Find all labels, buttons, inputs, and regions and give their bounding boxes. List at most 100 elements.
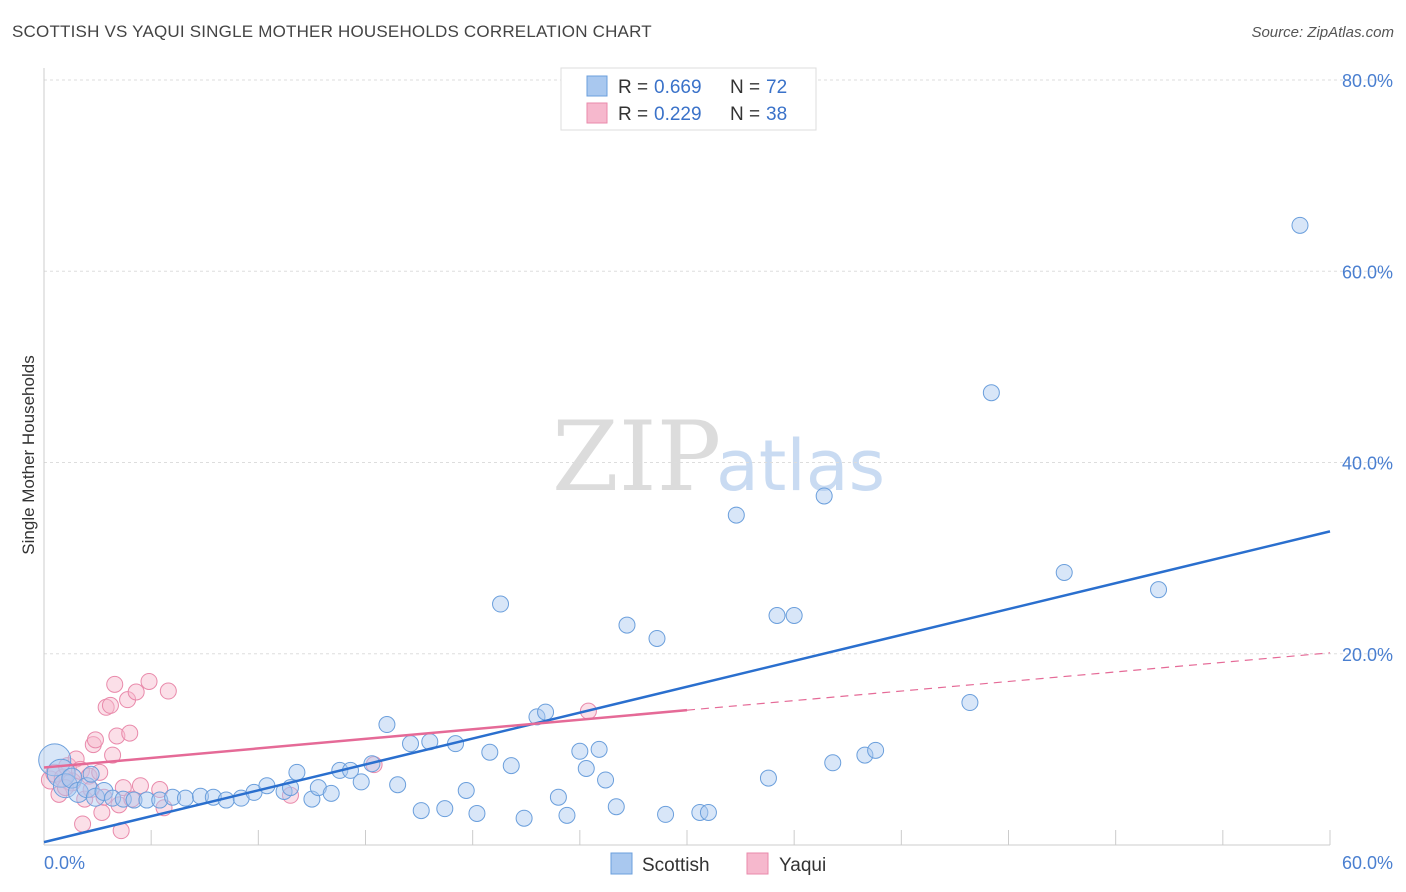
- scottish-point-48: [571, 742, 589, 760]
- scottish-point-47: [558, 806, 576, 824]
- yaqui-point-14: [91, 763, 109, 781]
- scottish-point-71: [82, 765, 100, 783]
- legend-r-label-scottish: R =: [618, 77, 648, 98]
- legend-r-value-scottish: 0.669: [654, 77, 702, 98]
- legend-n-label-yaqui: N =: [730, 104, 760, 125]
- scottish-point-52: [607, 798, 625, 816]
- scottish-point-51: [597, 771, 615, 789]
- scottish-point-23: [288, 763, 306, 781]
- yaqui-point-21: [108, 727, 126, 745]
- scottish-point-32: [389, 776, 407, 794]
- scottish-point-3: [61, 767, 83, 789]
- scottish-point-53: [618, 616, 636, 634]
- scottish-point-68: [1055, 563, 1073, 581]
- scottish-point-38: [457, 781, 475, 799]
- yaqui-point-13: [86, 731, 104, 749]
- legend-swatch-yaqui: [586, 102, 608, 124]
- x-tick-label-max: 60.0%: [1342, 853, 1393, 873]
- legend-swatch-scottish: [586, 75, 608, 97]
- scottish-trend-line: [43, 530, 1331, 844]
- scottish-point-39: [468, 804, 486, 822]
- y-tick-labels: 20.0% 40.0% 60.0% 80.0%: [1342, 71, 1393, 665]
- yaqui-point-29: [131, 777, 149, 795]
- legend-n-value-scottish: 72: [766, 77, 787, 98]
- scottish-point-55: [657, 805, 675, 823]
- y-tick-label-20: 20.0%: [1342, 645, 1393, 665]
- scottish-point-49: [577, 760, 595, 777]
- bottom-legend-swatch-scottish: [610, 852, 633, 875]
- scottish-point-58: [727, 506, 745, 524]
- scottish-point-42: [502, 757, 520, 775]
- scottish-point-66: [961, 694, 979, 712]
- scottish-point-59: [759, 769, 777, 787]
- x-axis-ticks: [43, 830, 1331, 845]
- trend-lines: [43, 530, 1331, 844]
- scottish-point-57: [699, 803, 717, 821]
- scottish-point-31: [378, 716, 396, 734]
- legend-n-label-scottish: N =: [730, 77, 760, 98]
- scottish-point-64: [856, 746, 874, 764]
- scottish-point-50: [590, 740, 608, 758]
- bottom-legend-label-scottish: Scottish: [642, 855, 710, 876]
- scottish-point-33: [402, 735, 420, 753]
- scottish-point-41: [492, 595, 510, 613]
- yaqui-trend-line: [43, 708, 688, 769]
- scottish-point-7: [94, 781, 114, 801]
- scottish-point-29: [352, 773, 370, 791]
- scottish-point-62: [815, 487, 833, 505]
- scottish-point-69: [1150, 581, 1168, 599]
- yaqui-point-28: [127, 683, 145, 701]
- scottish-point-10: [125, 791, 143, 809]
- watermark-zip: ZIP: [552, 401, 721, 513]
- yaqui-point-18: [101, 696, 119, 714]
- top-legend: R = 0.669 N = 72 R = 0.229 N = 38: [560, 67, 817, 131]
- y-axis-label: Single Mother Households: [19, 355, 38, 554]
- scottish-point-11: [138, 791, 156, 809]
- scottish-point-40: [481, 743, 499, 761]
- x-tick-label-min: 0.0%: [44, 853, 85, 873]
- y-tick-label-80: 80.0%: [1342, 71, 1393, 91]
- scottish-point-43: [515, 809, 533, 827]
- legend-r-value-yaqui: 0.229: [654, 104, 702, 125]
- source-label: Source: ZipAtlas.com: [1251, 24, 1394, 41]
- yaqui-point-33: [159, 682, 177, 700]
- bottom-legend: Scottish Yaqui: [610, 852, 826, 876]
- yaqui-trend-line-extension: [686, 652, 1331, 711]
- scottish-point-67: [982, 384, 1000, 402]
- scottish-points: [38, 216, 1309, 827]
- yaqui-point-15: [93, 803, 111, 821]
- scottish-point-12: [151, 791, 169, 809]
- yaqui-point-26: [121, 724, 139, 742]
- scottish-point-26: [322, 784, 340, 802]
- legend-r-label-yaqui: R =: [618, 104, 648, 125]
- scottish-point-63: [824, 754, 842, 772]
- scottish-point-54: [648, 629, 666, 647]
- gridlines: [44, 79, 1393, 655]
- chart-title: SCOTTISH VS YAQUI SINGLE MOTHER HOUSEHOL…: [12, 22, 652, 41]
- scottish-point-60: [768, 607, 786, 624]
- scottish-point-65: [867, 741, 885, 759]
- scottish-point-45: [537, 703, 555, 721]
- watermark-atlas: atlas: [716, 425, 885, 507]
- yaqui-point-8: [74, 815, 92, 833]
- yaqui-point-6: [67, 750, 85, 768]
- scottish-point-70: [1291, 216, 1309, 234]
- scottish-point-46: [549, 788, 567, 806]
- scottish-point-34: [412, 802, 430, 820]
- scottish-point-14: [176, 789, 194, 807]
- legend-n-value-yaqui: 38: [766, 104, 787, 125]
- yaqui-point-20: [106, 675, 124, 693]
- scottish-point-36: [436, 800, 454, 818]
- yaqui-point-17: [97, 698, 115, 716]
- y-tick-label-60: 60.0%: [1342, 262, 1393, 282]
- bottom-legend-label-yaqui: Yaqui: [779, 855, 826, 876]
- yaqui-point-19: [104, 746, 122, 764]
- y-tick-label-40: 40.0%: [1342, 454, 1393, 474]
- scottish-point-61: [785, 607, 803, 624]
- yaqui-points: [40, 672, 597, 840]
- scottish-point-13: [164, 788, 182, 806]
- yaqui-point-30: [140, 672, 158, 690]
- bottom-legend-swatch-yaqui: [746, 852, 769, 875]
- scottish-point-56: [691, 803, 709, 821]
